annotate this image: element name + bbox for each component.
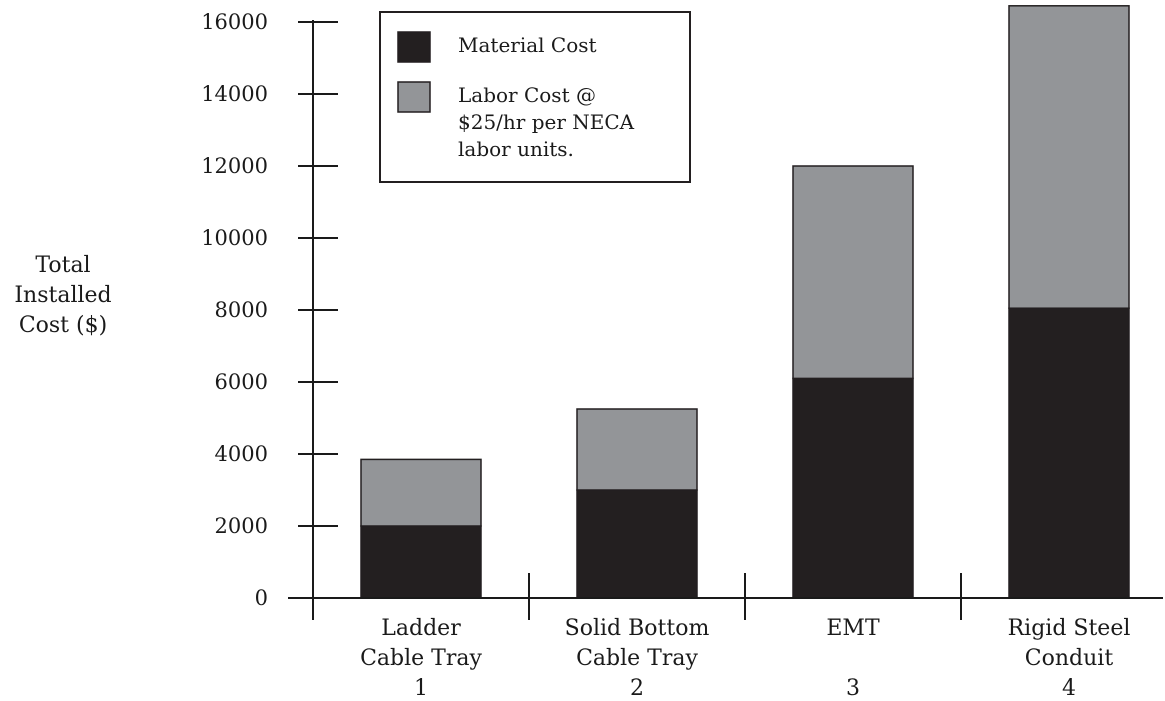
category-label-1-line-1: Ladder [381, 616, 461, 641]
bar-labor-4 [1008, 5, 1130, 309]
bar-material-1 [360, 525, 482, 599]
category-index-3: 3 [846, 676, 860, 701]
legend-swatch-2 [397, 81, 431, 113]
category-labels: Ladder Cable Tray 1 Solid Bottom Cable Tray 2… [360, 616, 1130, 701]
legend-swatch-1 [397, 31, 431, 63]
category-index-1: 1 [414, 676, 428, 701]
y-tick-label-4000: 4000 [215, 442, 268, 466]
y-tick-label-0: 0 [255, 586, 268, 610]
legend-entry-2-line-1: Labor Cost @ [458, 83, 596, 107]
category-label-2-line-1: Solid Bottom [565, 616, 710, 641]
y-label-line-2: Installed [14, 283, 111, 308]
bars-group [360, 5, 1130, 599]
y-tick-label-8000: 8000 [215, 298, 268, 322]
axes-group: 0 2000 4000 6000 8000 10000 12000 14000 16000 [201, 10, 1163, 620]
category-label-1-line-2: Cable Tray [360, 646, 482, 671]
legend-entry-2-line-2: $25/hr per NECA [458, 110, 635, 134]
y-tick-label-12000: 12000 [201, 154, 268, 178]
bar-material-4 [1008, 307, 1130, 599]
y-tick-label-16000: 16000 [201, 10, 268, 34]
bar-material-3 [792, 377, 914, 599]
legend: Material Cost Labor Cost @ $25/hr per NECA… [379, 11, 691, 183]
category-label-4-line-2: Conduit [1025, 646, 1114, 671]
bar-material-2 [576, 489, 698, 599]
legend-entry-2-line-3: labor units. [458, 137, 574, 161]
legend-entry-1-line-1: Material Cost [458, 33, 597, 57]
category-index-2: 2 [630, 676, 644, 701]
y-axis-label: Total Installed Cost ($) [14, 253, 111, 338]
y-tick-label-10000: 10000 [201, 226, 268, 250]
y-tick-label-6000: 6000 [215, 370, 268, 394]
y-label-line-3: Cost ($) [19, 313, 107, 338]
category-label-2-line-2: Cable Tray [576, 646, 698, 671]
category-index-4: 4 [1062, 676, 1076, 701]
y-tick-label-14000: 14000 [201, 82, 268, 106]
bar-labor-1 [360, 458, 482, 527]
bar-labor-3 [792, 165, 914, 380]
category-label-3-line-1: EMT [826, 616, 880, 641]
y-label-line-1: Total [35, 253, 90, 278]
category-label-4-line-1: Rigid Steel [1008, 616, 1131, 641]
legend-box [379, 11, 691, 183]
y-tick-label-2000: 2000 [215, 514, 268, 538]
bar-labor-2 [576, 408, 698, 491]
